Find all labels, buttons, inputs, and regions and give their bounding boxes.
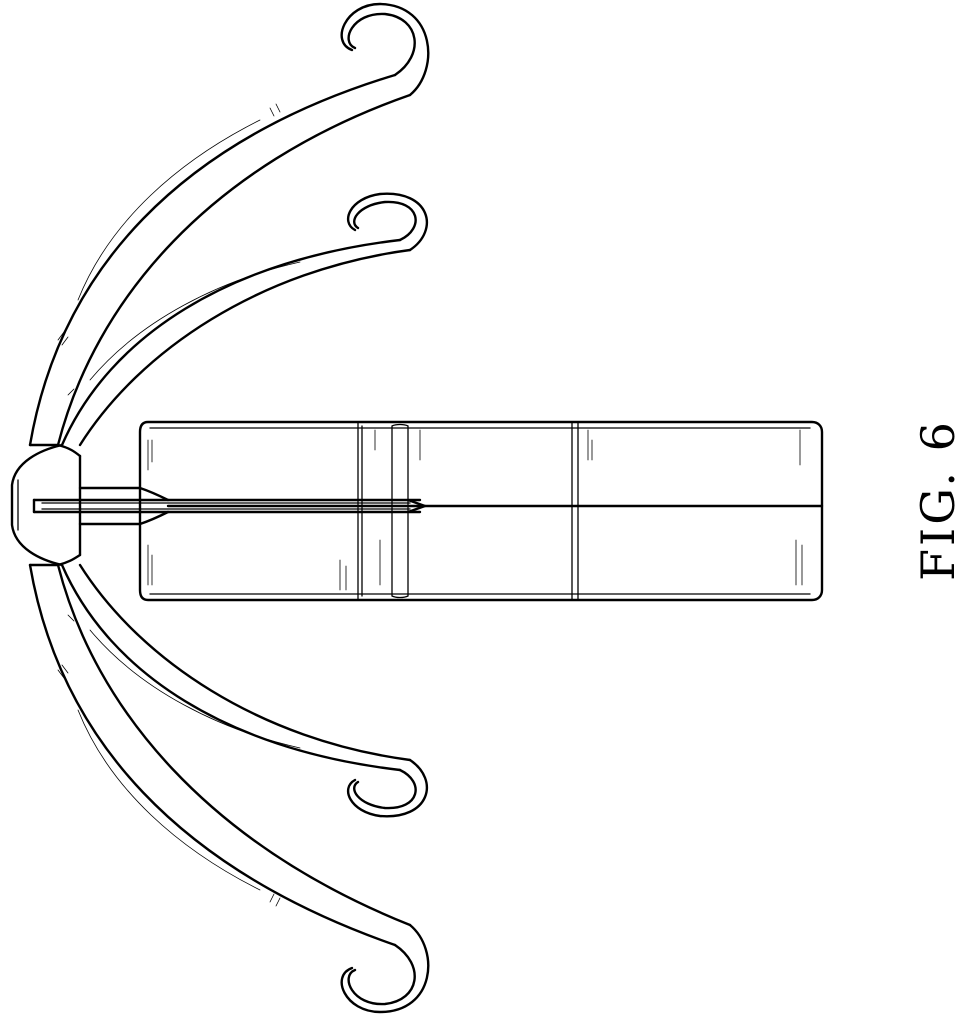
outer-hook-lower-inner xyxy=(342,925,429,1012)
inner-arm-upper xyxy=(62,240,410,445)
outer-hook-upper-inner xyxy=(342,4,429,95)
figure-label: FIG. 6 xyxy=(911,419,963,581)
inner-hook-upper xyxy=(354,202,415,240)
outer-hook-lower xyxy=(349,945,415,1004)
outer-arm-lower xyxy=(30,565,410,945)
outer-hook-upper xyxy=(349,14,415,75)
central-hub xyxy=(12,445,80,565)
inner-hook-lower xyxy=(354,770,415,808)
